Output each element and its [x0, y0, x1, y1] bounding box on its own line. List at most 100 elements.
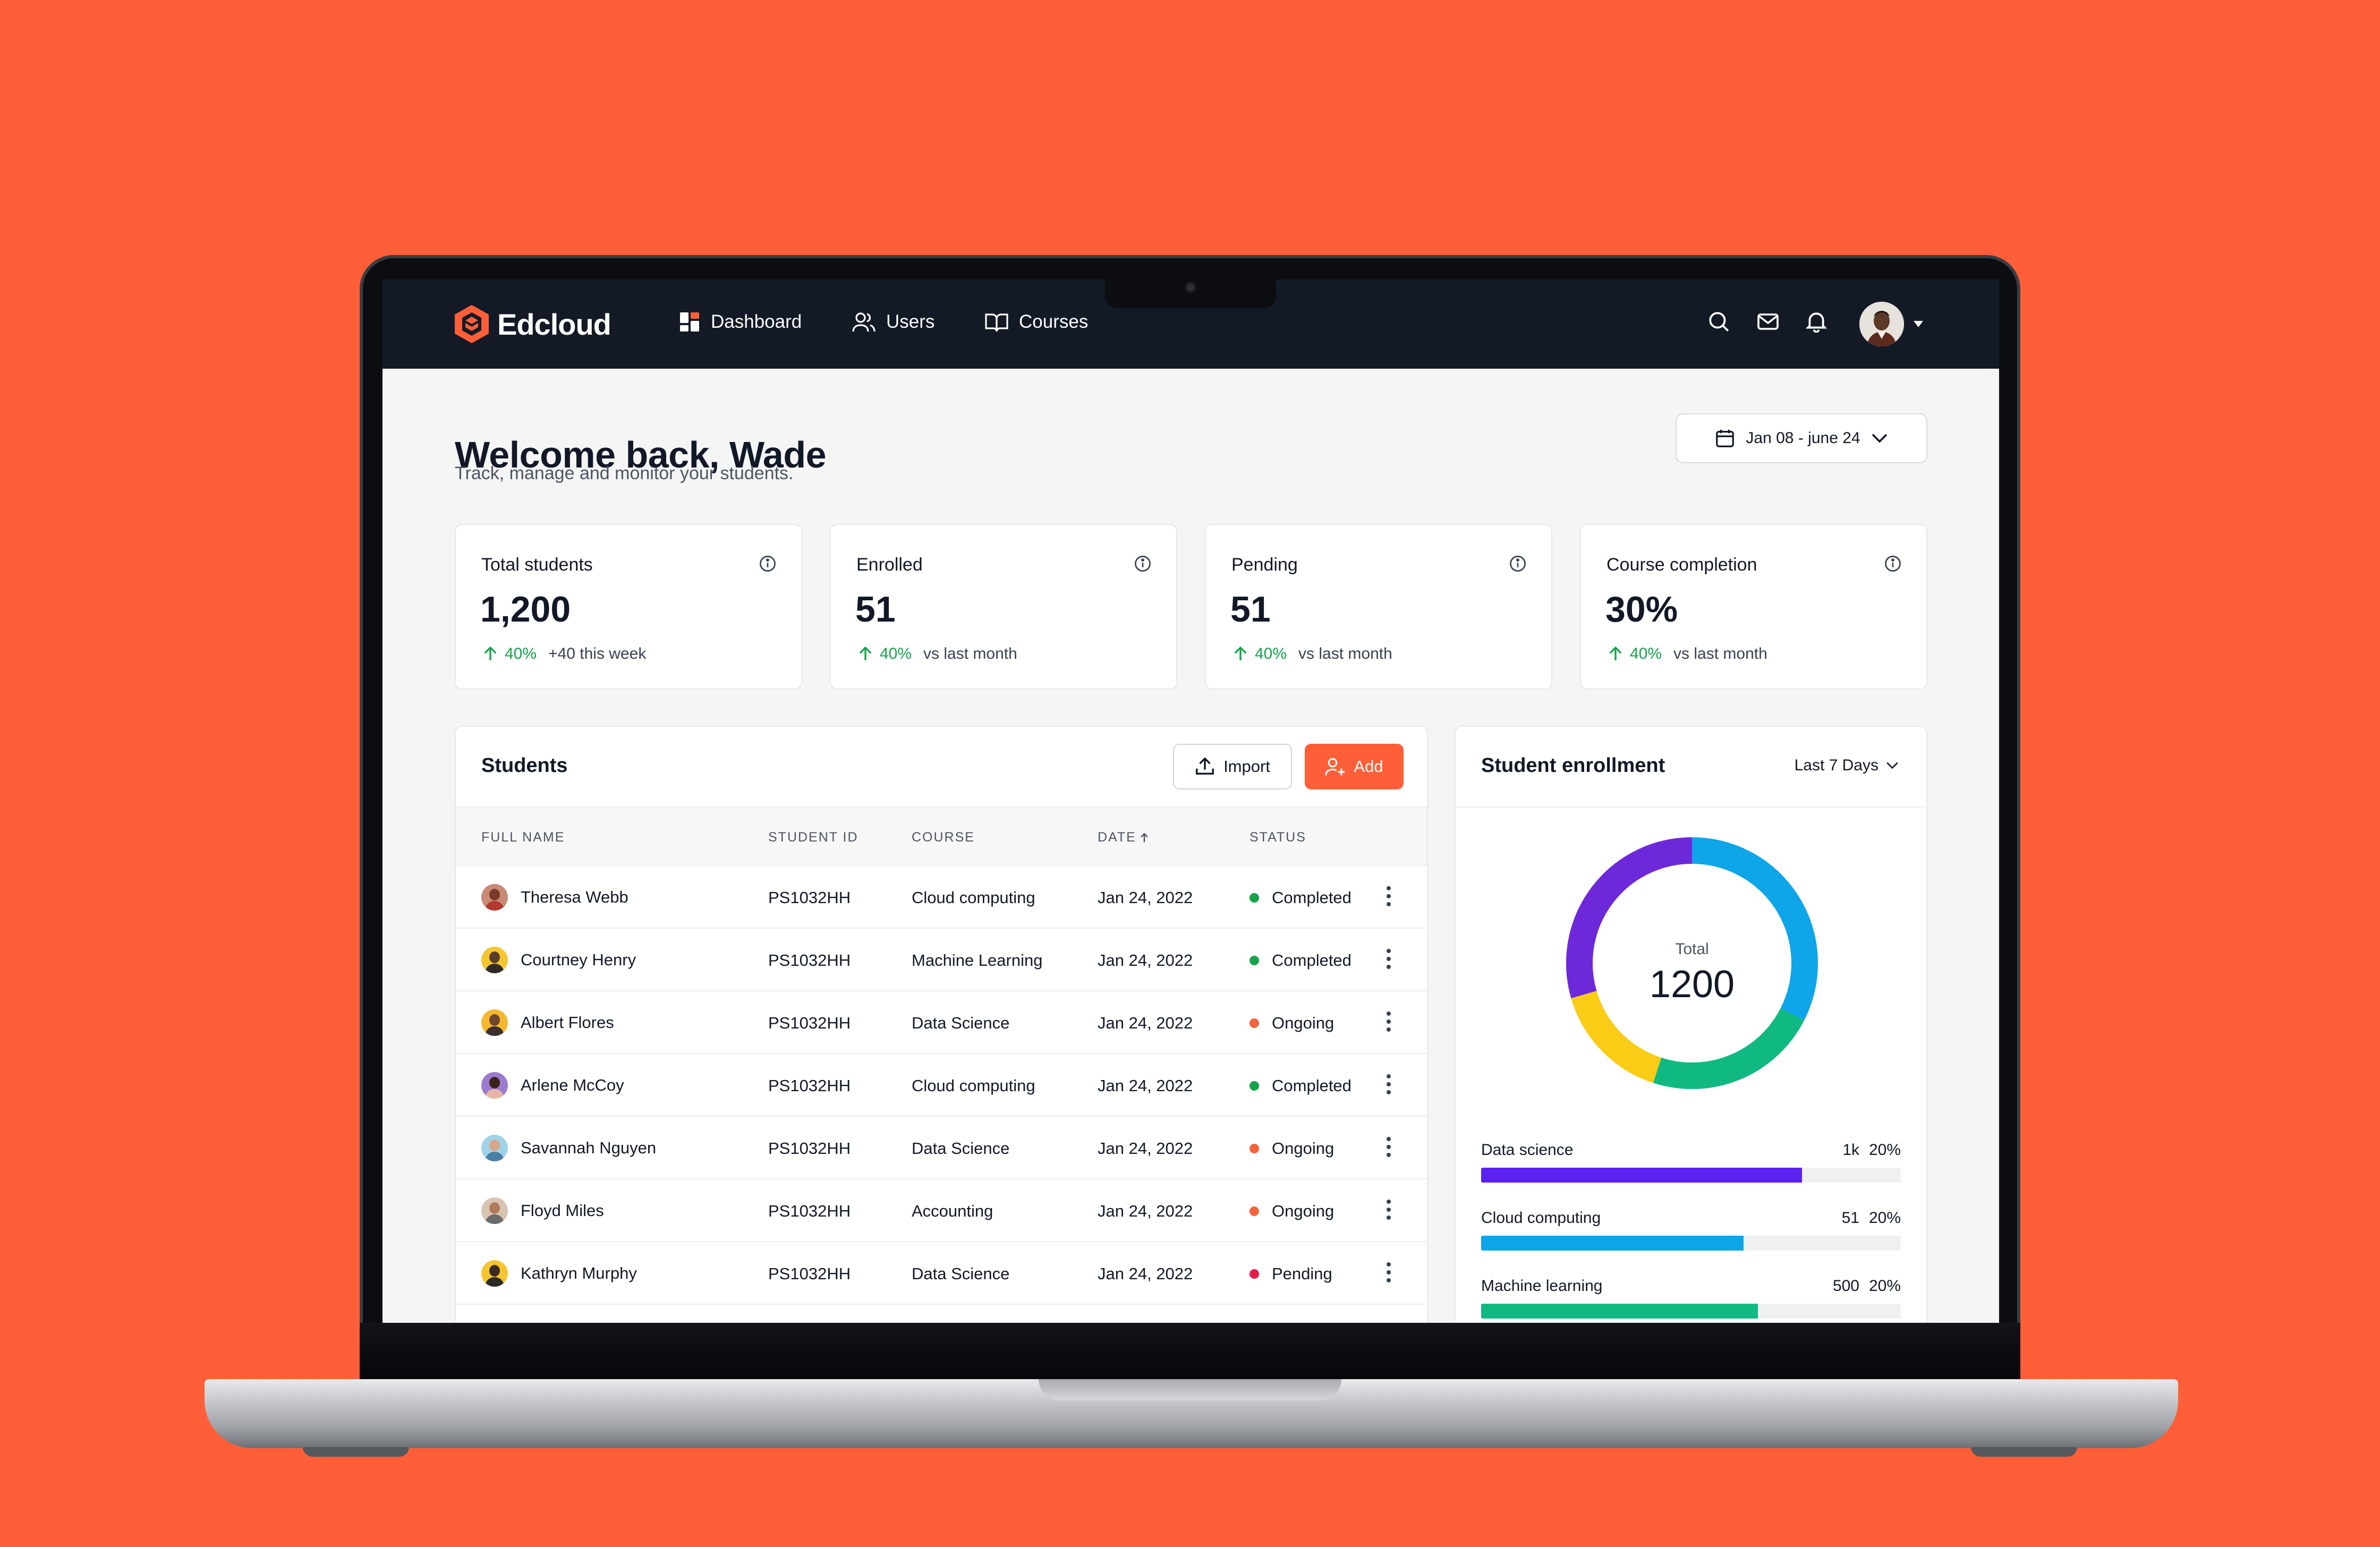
enrollment-bar-fill — [1481, 1304, 1758, 1319]
stat-change-pct: 40% — [505, 645, 537, 662]
students-title: Students — [481, 754, 568, 777]
edcloud-logo-icon — [455, 305, 489, 343]
donut-segment — [1653, 1008, 1805, 1089]
stat-change-note: vs last month — [1673, 645, 1767, 662]
stat-value: 51 — [855, 589, 896, 630]
student-avatar — [481, 1260, 508, 1287]
table-row[interactable]: Floyd Miles PS1032HH Accounting Jan 24, … — [456, 1179, 1427, 1242]
student-name-cell: Arlene McCoy — [481, 1072, 624, 1099]
add-label: Add — [1354, 757, 1383, 776]
enrollment-bar-label: Machine learning — [1481, 1277, 1603, 1295]
stat-change-pct: 40% — [1255, 645, 1287, 662]
table-row[interactable]: Arlene McCoy PS1032HH Cloud computing Ja… — [456, 1054, 1427, 1117]
row-menu-icon[interactable] — [1387, 1137, 1391, 1157]
table-row[interactable]: Albert Flores PS1032HH Data Science Jan … — [456, 991, 1427, 1054]
table-row[interactable]: Savannah Nguyen PS1032HH Data Science Ja… — [456, 1117, 1427, 1179]
table-row[interactable]: Theresa Webb PS1032HH Cloud computing Ja… — [456, 866, 1427, 929]
student-name: Courtney Henry — [521, 950, 636, 969]
column-header-course[interactable]: Course — [912, 830, 975, 845]
app-screen: Edcloud Dashboard Users — [382, 279, 1999, 1323]
status-label: Completed — [1272, 951, 1352, 970]
enrollment-bar-pct: 20% — [1868, 1277, 1901, 1295]
status-dot — [1250, 1206, 1259, 1216]
table-row[interactable]: Courtney Henry PS1032HH Machine Learning… — [456, 929, 1427, 991]
nav-label-dashboard: Dashboard — [711, 311, 802, 332]
row-menu-icon[interactable] — [1387, 1262, 1391, 1282]
student-date: Jan 24, 2022 — [1098, 1076, 1193, 1095]
account-menu-caret-icon[interactable] — [1912, 320, 1924, 328]
student-id: PS1032HH — [768, 1139, 851, 1158]
student-avatar — [481, 884, 508, 911]
status-dot — [1250, 893, 1259, 903]
status-dot — [1250, 1018, 1259, 1028]
info-icon[interactable] — [1134, 555, 1152, 573]
student-avatar — [481, 1009, 508, 1036]
row-menu-icon[interactable] — [1387, 1012, 1391, 1032]
column-header-status[interactable]: Status — [1250, 830, 1306, 845]
notifications-button[interactable] — [1805, 310, 1828, 333]
stat-value: 30% — [1605, 589, 1678, 630]
nav-item-users[interactable]: Users — [852, 311, 934, 333]
date-range-label: Jan 08 - june 24 — [1746, 429, 1860, 447]
stat-change-pct: 40% — [1630, 645, 1662, 662]
date-range-picker[interactable]: Jan 08 - june 24 — [1676, 413, 1927, 463]
add-user-icon — [1325, 758, 1345, 776]
student-name: Kathryn Murphy — [521, 1264, 637, 1282]
stat-change: 40% vs last month — [1231, 645, 1392, 663]
student-name: Arlene McCoy — [521, 1076, 624, 1094]
info-icon[interactable] — [1509, 555, 1527, 573]
student-status: Pending — [1250, 1264, 1332, 1284]
import-button[interactable]: Import — [1173, 744, 1292, 789]
row-menu-icon[interactable] — [1387, 949, 1391, 969]
info-icon[interactable] — [759, 555, 777, 573]
add-student-button[interactable]: Add — [1305, 744, 1404, 789]
student-course: Machine Learning — [912, 951, 1043, 970]
student-id: PS1032HH — [768, 1076, 851, 1095]
student-date: Jan 24, 2022 — [1098, 951, 1193, 970]
student-name-cell: Floyd Miles — [481, 1197, 604, 1224]
student-date: Jan 24, 2022 — [1098, 1264, 1193, 1283]
enrollment-bar-fill — [1481, 1168, 1803, 1183]
student-course: Data Science — [912, 1264, 1010, 1283]
table-row[interactable]: Kathryn Murphy PS1032HH Data Science Jan… — [456, 1242, 1427, 1305]
stat-change-note: vs last month — [1298, 645, 1392, 662]
student-status: Ongoing — [1250, 1139, 1334, 1158]
user-avatar[interactable] — [1859, 302, 1904, 346]
logo[interactable]: Edcloud — [454, 304, 611, 344]
row-menu-icon[interactable] — [1387, 1200, 1391, 1220]
stat-card-course-completion: Course completion 30% 40% vs last month — [1580, 524, 1927, 690]
enrollment-bar-label: Cloud computing — [1481, 1209, 1601, 1227]
column-header-student-id[interactable]: Student ID — [768, 830, 858, 845]
nav-item-dashboard[interactable]: Dashboard — [679, 311, 802, 333]
enrollment-bar-pct: 20% — [1868, 1141, 1901, 1159]
column-header-full-name[interactable]: Full name — [481, 830, 565, 845]
user-photo-icon — [1859, 302, 1904, 346]
nav-item-courses[interactable]: Courses — [985, 311, 1088, 333]
student-name-cell: Savannah Nguyen — [481, 1135, 656, 1161]
enrollment-bar-count: 1k — [1842, 1141, 1859, 1159]
column-header-date[interactable]: Date — [1098, 830, 1149, 845]
student-course: Data Science — [912, 1139, 1010, 1158]
student-avatar — [481, 1072, 508, 1099]
student-name: Floyd Miles — [521, 1201, 604, 1220]
student-name: Theresa Webb — [521, 888, 628, 906]
status-label: Ongoing — [1272, 1139, 1334, 1158]
search-button[interactable] — [1707, 310, 1730, 333]
messages-button[interactable] — [1756, 310, 1780, 333]
row-menu-icon[interactable] — [1387, 886, 1391, 906]
info-icon[interactable] — [1884, 555, 1902, 573]
student-course: Accounting — [912, 1202, 993, 1220]
period-dropdown[interactable]: Last 7 Days — [1795, 756, 1899, 775]
student-name-cell: Courtney Henry — [481, 947, 636, 973]
status-label: Ongoing — [1272, 1014, 1334, 1032]
column-header-date-label: Date — [1098, 830, 1136, 845]
row-menu-icon[interactable] — [1387, 1074, 1391, 1094]
status-label: Completed — [1272, 888, 1352, 907]
arrow-up-icon — [484, 646, 497, 660]
student-id: PS1032HH — [768, 951, 851, 970]
student-course: Cloud computing — [912, 1076, 1035, 1095]
period-label: Last 7 Days — [1794, 756, 1878, 774]
enrollment-bar-pct: 20% — [1868, 1209, 1901, 1227]
student-avatar — [481, 947, 508, 973]
stat-value: 51 — [1230, 589, 1271, 630]
